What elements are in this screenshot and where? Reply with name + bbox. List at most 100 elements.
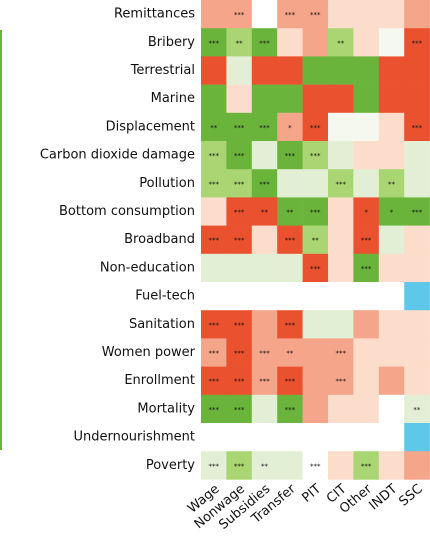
significance: *** (335, 378, 346, 386)
cell (201, 0, 227, 29)
significance: *** (335, 180, 346, 188)
row-label: Women power (102, 345, 196, 360)
cell (201, 451, 227, 480)
cell (302, 394, 329, 424)
cell (251, 366, 278, 396)
significance: *** (208, 378, 219, 386)
significance: *** (361, 237, 372, 245)
cell (404, 310, 430, 339)
cell (302, 169, 329, 198)
cell (378, 0, 405, 29)
cell (353, 28, 380, 57)
cell (353, 56, 380, 85)
cell (226, 225, 253, 255)
cell (251, 451, 278, 480)
cell (201, 225, 227, 255)
cell (353, 141, 380, 170)
cell (277, 225, 303, 255)
cell (328, 253, 354, 283)
significance: ** (337, 39, 345, 47)
cell (328, 225, 354, 255)
cell (328, 310, 354, 339)
cell (404, 169, 430, 198)
cell (353, 197, 380, 226)
cell (251, 84, 278, 114)
cell (353, 394, 380, 424)
row-label: Non-education (100, 260, 195, 275)
significance: *** (234, 152, 245, 160)
cell (378, 310, 405, 339)
cell (277, 253, 303, 283)
cell (353, 0, 380, 29)
significance: *** (285, 378, 296, 386)
cell (404, 451, 430, 480)
column-label: PIT (299, 482, 324, 506)
cell (277, 28, 303, 57)
significance: ** (210, 124, 218, 132)
cell (201, 169, 227, 198)
cell (328, 0, 354, 29)
cell (251, 338, 278, 367)
cell (302, 225, 329, 255)
cell (328, 451, 354, 480)
row-label: Sanitation (129, 317, 195, 332)
significance: *** (285, 152, 296, 160)
cell (302, 366, 329, 396)
significance: *** (208, 39, 219, 47)
row-label: Terrestrial (130, 63, 195, 78)
row-label: Poverty (146, 458, 195, 473)
cell (201, 366, 227, 396)
cell (302, 338, 329, 367)
cell (226, 197, 253, 226)
cell (302, 282, 329, 311)
cell (277, 366, 303, 396)
significance: *** (412, 39, 423, 47)
cell (277, 394, 303, 424)
cell (404, 282, 430, 311)
cell (201, 423, 227, 452)
cell (201, 112, 227, 142)
cell (201, 56, 227, 85)
cell (226, 310, 253, 339)
cell (353, 169, 380, 198)
cell (353, 225, 380, 255)
cell (201, 394, 227, 424)
significance: *** (234, 462, 245, 470)
significance: *** (310, 209, 321, 217)
cell (353, 282, 380, 311)
significance: *** (259, 124, 270, 132)
cell (378, 197, 405, 226)
cell (251, 28, 278, 57)
cell (404, 423, 430, 452)
row-label: Fuel-tech (135, 289, 195, 304)
significance: *** (310, 124, 321, 132)
cell (226, 169, 253, 198)
cell (404, 253, 430, 283)
column-label: SSC (396, 482, 425, 510)
cell (251, 0, 278, 29)
cell (353, 112, 380, 142)
cell (251, 169, 278, 198)
cell (378, 28, 405, 57)
cell (201, 310, 227, 339)
cell (328, 282, 354, 311)
significance: *** (412, 209, 423, 217)
cell (251, 141, 278, 170)
cell (277, 56, 303, 85)
cell (378, 56, 405, 85)
row-label: Enrollment (124, 373, 195, 388)
cell (404, 56, 430, 85)
significance: *** (285, 321, 296, 329)
significance: *** (208, 321, 219, 329)
significance: * (390, 209, 394, 217)
significance: *** (310, 265, 321, 273)
cell (353, 366, 380, 396)
cell (251, 253, 278, 283)
significance: *** (412, 124, 423, 132)
cell (378, 84, 405, 114)
significance: ** (286, 209, 294, 217)
cell (404, 112, 430, 142)
significance: * (288, 124, 292, 132)
cell (251, 197, 278, 226)
